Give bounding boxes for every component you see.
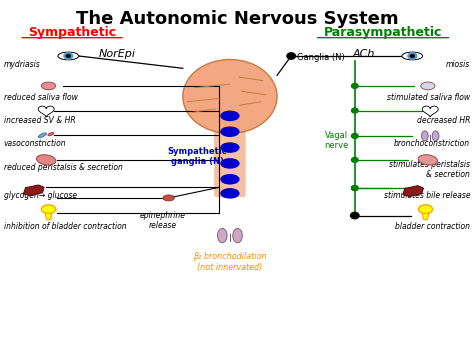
Polygon shape	[402, 186, 423, 196]
Ellipse shape	[38, 133, 46, 137]
Circle shape	[352, 108, 358, 113]
Text: NorEpi: NorEpi	[98, 49, 136, 59]
Ellipse shape	[163, 195, 174, 201]
Circle shape	[352, 133, 358, 138]
Text: The Autonomic Nervous System: The Autonomic Nervous System	[76, 10, 398, 28]
Polygon shape	[23, 185, 44, 196]
Text: epinephrine
release: epinephrine release	[139, 211, 185, 230]
Text: Vagal
nerve: Vagal nerve	[325, 131, 349, 150]
Ellipse shape	[221, 189, 239, 198]
Text: Parasympathetic: Parasympathetic	[324, 26, 442, 39]
Ellipse shape	[418, 155, 438, 165]
Text: ACh: ACh	[353, 49, 375, 59]
Text: reduced saliva flow: reduced saliva flow	[4, 93, 78, 102]
Text: reduced peristalsis & secretion: reduced peristalsis & secretion	[4, 163, 123, 172]
Ellipse shape	[221, 111, 239, 120]
Text: stimulated saliva flow: stimulated saliva flow	[387, 93, 470, 102]
Text: Ganglia (N): Ganglia (N)	[297, 53, 345, 61]
Ellipse shape	[221, 143, 239, 152]
Ellipse shape	[421, 82, 435, 90]
Circle shape	[352, 157, 358, 162]
Text: Sympathetic: Sympathetic	[28, 26, 116, 39]
Ellipse shape	[221, 175, 239, 184]
Circle shape	[287, 53, 295, 59]
Text: bladder contraction: bladder contraction	[395, 222, 470, 231]
Text: stimulates bile release: stimulates bile release	[383, 191, 470, 200]
FancyBboxPatch shape	[215, 88, 245, 197]
Ellipse shape	[233, 229, 242, 243]
Ellipse shape	[432, 131, 439, 141]
Circle shape	[66, 55, 70, 58]
Circle shape	[352, 186, 358, 191]
Ellipse shape	[218, 229, 227, 243]
Ellipse shape	[419, 205, 433, 214]
Ellipse shape	[41, 205, 55, 214]
Polygon shape	[422, 106, 438, 117]
Circle shape	[64, 53, 73, 59]
Polygon shape	[38, 106, 54, 117]
Circle shape	[352, 83, 358, 88]
Polygon shape	[45, 213, 52, 220]
Text: β₂ bronchodilation
(not innervated): β₂ bronchodilation (not innervated)	[193, 252, 267, 272]
Circle shape	[408, 53, 417, 59]
Ellipse shape	[41, 82, 55, 90]
Text: inhibition of bladder contraction: inhibition of bladder contraction	[4, 222, 127, 231]
Text: decreased HR: decreased HR	[417, 116, 470, 125]
Ellipse shape	[402, 52, 423, 60]
Polygon shape	[422, 213, 429, 220]
Text: increased SV & HR: increased SV & HR	[4, 116, 75, 125]
Text: mydriasis: mydriasis	[4, 60, 40, 69]
Text: stimulates peristalsis
& secretion: stimulates peristalsis & secretion	[389, 160, 470, 179]
Text: miosis: miosis	[446, 60, 470, 69]
Ellipse shape	[58, 52, 79, 60]
Ellipse shape	[183, 60, 277, 133]
Ellipse shape	[421, 131, 428, 141]
Ellipse shape	[48, 132, 54, 136]
Text: bronchoconstriction: bronchoconstriction	[394, 139, 470, 148]
Text: Sympathetic
ganglia (N): Sympathetic ganglia (N)	[167, 147, 227, 166]
Circle shape	[352, 186, 358, 191]
Ellipse shape	[221, 127, 239, 136]
Circle shape	[351, 212, 359, 219]
Text: glycogen→ glucose: glycogen→ glucose	[4, 191, 77, 200]
Ellipse shape	[36, 155, 56, 165]
Ellipse shape	[221, 159, 239, 168]
Text: vasoconstriction: vasoconstriction	[4, 139, 66, 148]
Circle shape	[410, 55, 414, 58]
